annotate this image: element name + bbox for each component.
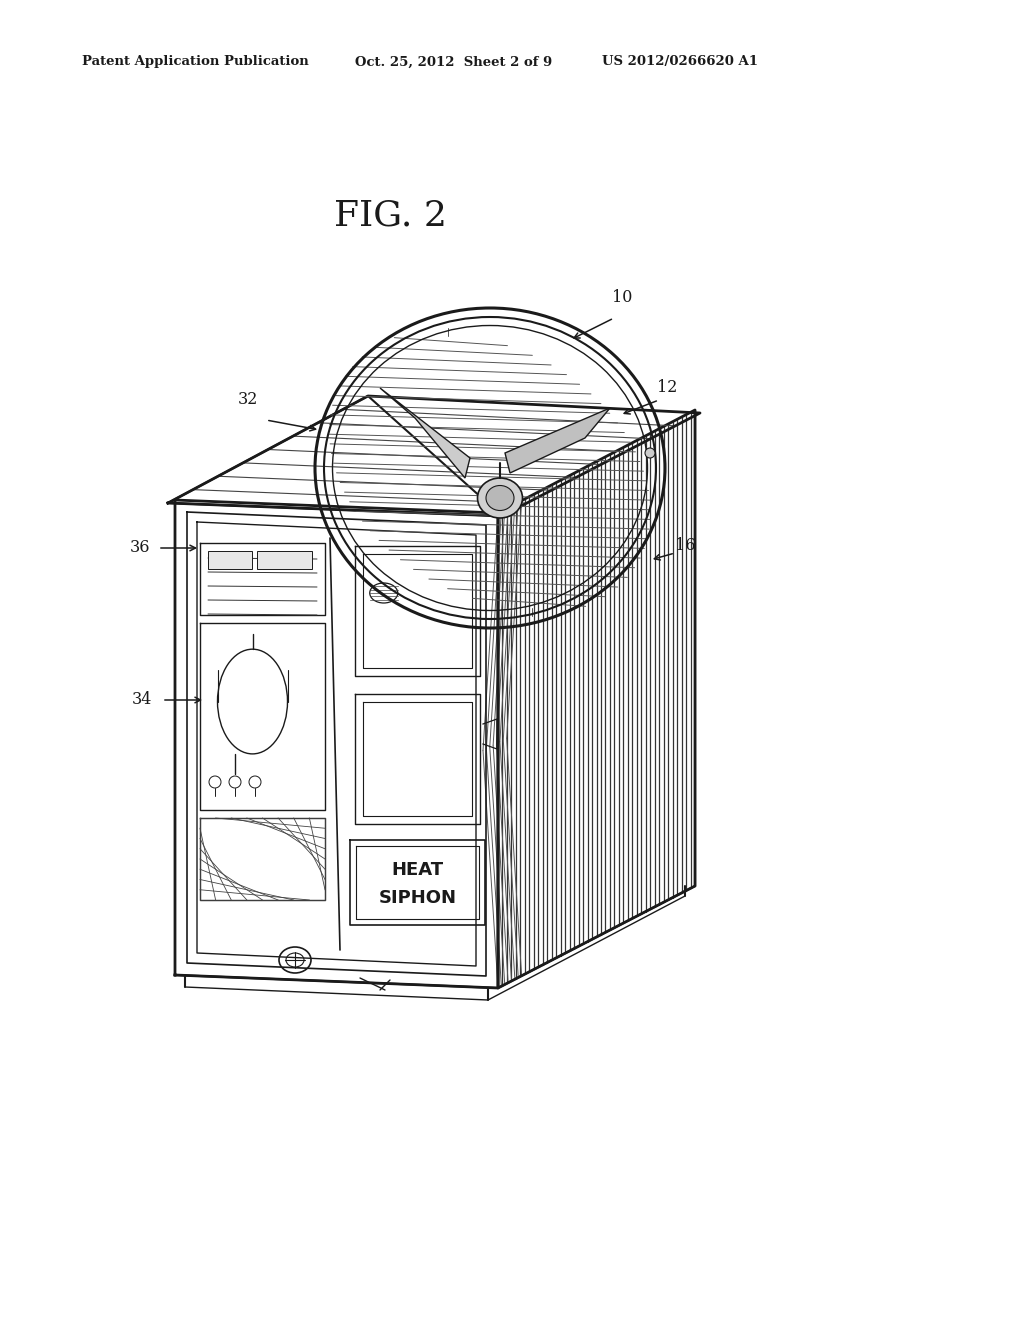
Circle shape xyxy=(645,447,655,458)
Bar xyxy=(208,550,252,569)
Text: HEAT: HEAT xyxy=(391,861,443,879)
Polygon shape xyxy=(505,408,610,473)
Text: Patent Application Publication: Patent Application Publication xyxy=(82,55,309,69)
Text: 16: 16 xyxy=(675,536,695,553)
Polygon shape xyxy=(380,388,470,478)
Ellipse shape xyxy=(486,486,514,511)
Text: SIPHON: SIPHON xyxy=(379,888,457,907)
Text: US 2012/0266620 A1: US 2012/0266620 A1 xyxy=(602,55,758,69)
Text: 12: 12 xyxy=(656,380,677,396)
Text: 36: 36 xyxy=(130,540,151,557)
Ellipse shape xyxy=(477,478,522,517)
Text: FIG. 2: FIG. 2 xyxy=(334,198,446,232)
Text: 32: 32 xyxy=(238,392,258,408)
Bar xyxy=(257,550,311,569)
Text: Oct. 25, 2012  Sheet 2 of 9: Oct. 25, 2012 Sheet 2 of 9 xyxy=(355,55,552,69)
Text: 10: 10 xyxy=(611,289,632,306)
Text: 34: 34 xyxy=(132,692,153,709)
